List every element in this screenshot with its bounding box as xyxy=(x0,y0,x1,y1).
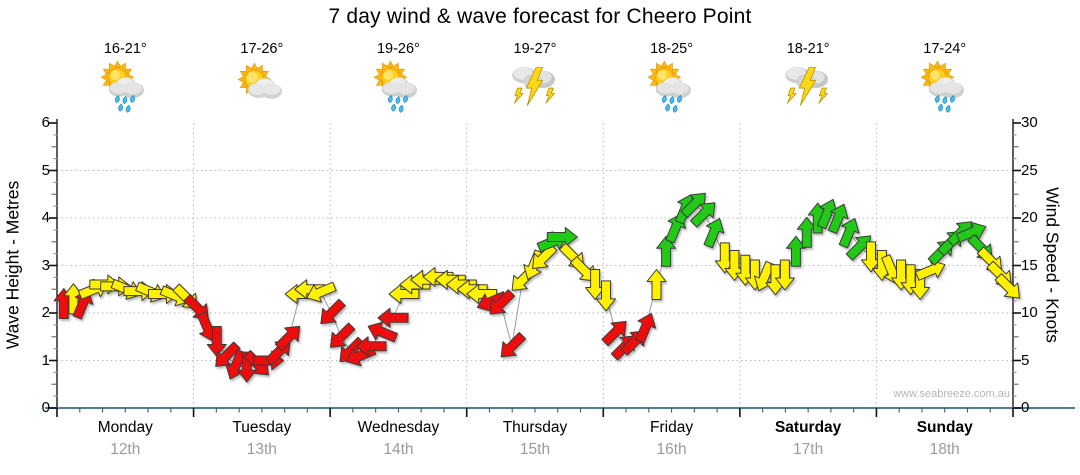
wind-arrow xyxy=(215,341,241,367)
wind-arrow xyxy=(635,312,657,344)
wind-arrow xyxy=(377,307,409,328)
temperature-range-label: 18-21° xyxy=(786,41,830,57)
day-name-label: Monday xyxy=(97,419,153,436)
wind-arrow xyxy=(236,351,257,383)
wind-arrow xyxy=(601,320,627,347)
y-right-tick-label: 5 xyxy=(1021,351,1030,369)
day-date-label: 14th xyxy=(383,441,414,458)
wind-arrow xyxy=(656,235,677,267)
wind-arrow xyxy=(807,202,828,234)
y-left-tick-label: 2 xyxy=(41,304,50,321)
day-name-label: Sunday xyxy=(916,419,973,436)
temperature-range-label: 19-26° xyxy=(376,41,420,57)
day-date-label: 13th xyxy=(246,441,277,458)
day-name-label: Tuesday xyxy=(232,419,292,436)
sun-cloud-rain-icon xyxy=(372,61,424,113)
wind-arrow xyxy=(955,221,987,243)
wind-arrow xyxy=(294,279,326,300)
wind-arrow xyxy=(994,273,1021,299)
wind-arrow xyxy=(680,192,706,219)
wind-arrows xyxy=(53,192,1021,383)
wind-arrow xyxy=(690,202,716,228)
temperature-range-label: 16-21° xyxy=(103,41,147,57)
wind-arrow xyxy=(816,198,838,230)
weather-icon-sun-cloud-rain xyxy=(372,61,424,113)
y-left-tick-label: 0 xyxy=(41,399,50,416)
wind-arrow xyxy=(838,217,860,249)
day-name-label: Thursday xyxy=(502,419,568,436)
wind-arrow xyxy=(329,322,356,348)
wind-arrow xyxy=(500,332,527,358)
day-date-label: 12th xyxy=(110,441,141,458)
weather-icon-sun-cloud-rain xyxy=(99,61,151,113)
axes xyxy=(45,119,1075,409)
day-date-label: 18th xyxy=(929,441,960,458)
wind-arrow xyxy=(355,336,387,357)
wind-arrow xyxy=(585,269,606,300)
storm-icon xyxy=(509,61,561,113)
y-right-tick-label: 10 xyxy=(1021,304,1038,321)
y-left-tick-label: 5 xyxy=(41,161,50,179)
sun-cloud-rain-icon xyxy=(919,61,971,113)
page-title: 7 day wind & wave forecast for Cheero Po… xyxy=(328,5,752,28)
sun-cloud-icon xyxy=(236,61,288,113)
wind-arrow xyxy=(646,269,667,300)
sun-cloud-rain-icon xyxy=(99,61,151,113)
wind-arrow xyxy=(861,241,881,273)
wind-arrow xyxy=(703,217,725,249)
y-left-tick-label: 3 xyxy=(41,256,50,274)
temperature-range-label: 18-25° xyxy=(650,41,694,57)
day-name-label: Wednesday xyxy=(357,419,440,436)
wind-arrow xyxy=(796,216,817,248)
wind-arrow xyxy=(569,256,596,282)
temperature-range-label: 17-24° xyxy=(923,41,967,57)
wind-arrow xyxy=(915,259,946,281)
wind-arrow xyxy=(785,235,806,267)
y-axis-right-title: Wind Speed - Knots xyxy=(1042,187,1063,343)
y-left-tick-label: 4 xyxy=(41,209,50,226)
day-name-label: Saturday xyxy=(774,419,842,436)
wind-arrow xyxy=(827,203,849,235)
y-left-tick-label: 1 xyxy=(41,351,50,369)
wind-arrow xyxy=(367,321,399,343)
wind-trend-line xyxy=(63,203,1010,368)
weather-icon-sun-cloud-rain xyxy=(646,61,698,113)
y-right-tick-label: 0 xyxy=(1021,399,1030,416)
wind-arrow xyxy=(422,266,454,287)
day-date-label: 15th xyxy=(519,441,551,458)
weather-icon-sun-cloud xyxy=(236,61,288,113)
wind-arrow xyxy=(546,227,578,247)
wind-arrow xyxy=(320,298,346,325)
y-right-tick-label: 25 xyxy=(1021,161,1038,179)
temperature-range-label: 19-27° xyxy=(513,41,557,57)
sun-cloud-rain-icon xyxy=(646,61,698,113)
wind-arrow xyxy=(466,284,498,304)
day-name-label: Friday xyxy=(650,419,694,436)
wind-arrow xyxy=(489,289,516,315)
weather-icon-storm xyxy=(509,61,561,113)
wind-arrow xyxy=(774,259,795,291)
storm-icon xyxy=(782,61,834,113)
wind-arrow xyxy=(206,326,227,357)
temperature-range-label: 17-26° xyxy=(240,41,284,57)
weather-icon-storm xyxy=(782,61,834,113)
day-date-label: 17th xyxy=(793,441,824,458)
y-right-tick-label: 20 xyxy=(1021,209,1038,226)
y-right-tick-label: 30 xyxy=(1021,114,1038,131)
wind-arrow xyxy=(596,280,616,312)
y-left-tick-label: 6 xyxy=(41,114,50,131)
weather-icon-sun-cloud-rain xyxy=(919,61,971,113)
wind-arrow xyxy=(306,281,337,303)
y-right-tick-label: 15 xyxy=(1021,256,1038,274)
tick-marks xyxy=(49,122,1021,417)
wind-arrow xyxy=(274,325,301,352)
day-date-label: 16th xyxy=(656,441,687,458)
watermark: www.seabreeze.com.au xyxy=(893,388,1010,400)
